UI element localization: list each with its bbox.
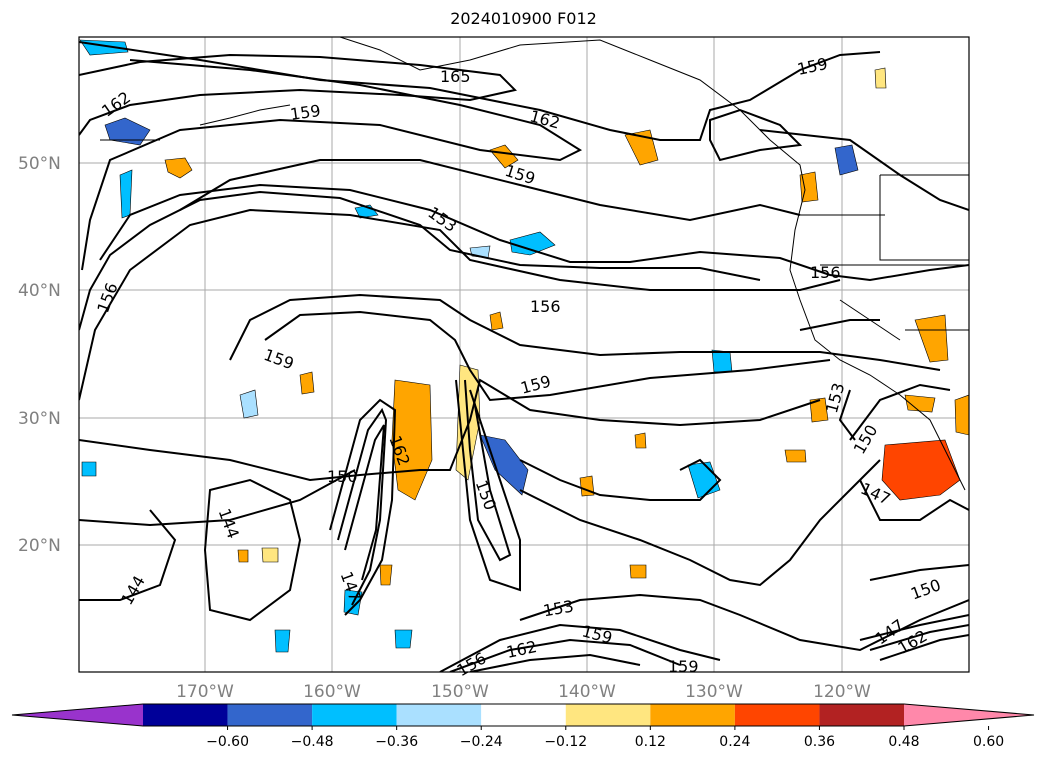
lat-label: 50°N — [18, 154, 61, 174]
colorbar-tick-label: 0.24 — [719, 734, 750, 750]
blob-orange — [261, 547, 279, 563]
blob-orange — [489, 144, 519, 169]
blob-blue — [119, 169, 133, 219]
contour-label: 156 — [530, 297, 561, 316]
colorbar-tick-label: 0.12 — [635, 734, 666, 750]
colorbar-tick-label: −0.12 — [544, 734, 587, 750]
blob-orange — [634, 432, 647, 449]
lon-label: 150°W — [431, 682, 489, 702]
blob-blue — [711, 349, 733, 373]
blob-blue — [834, 144, 859, 176]
lon-label: 130°W — [685, 682, 743, 702]
colorbar-swatch — [227, 704, 313, 726]
blob-orange — [904, 394, 936, 413]
colorbar-tick-label: −0.24 — [460, 734, 503, 750]
colorbar-swatch — [565, 704, 651, 726]
colorbar-tick-label: −0.48 — [291, 734, 334, 750]
lon-label: 160°W — [303, 682, 361, 702]
colorbar-tick-label: −0.36 — [375, 734, 418, 750]
lat-label: 40°N — [18, 281, 61, 301]
blob-orange — [914, 314, 949, 363]
blob-blue — [479, 434, 529, 496]
colorbar-tick-label: −0.60 — [206, 734, 249, 750]
lon-label: 170°W — [176, 682, 234, 702]
colorbar-tick-label: 0.48 — [888, 734, 919, 750]
lat-label: 30°N — [18, 409, 61, 429]
colorbar-extend-low — [12, 704, 143, 726]
colorbar-swatch — [734, 704, 820, 726]
blob-orange — [629, 564, 647, 579]
lon-labels: 170°W 160°W 150°W 140°W 130°W 120°W — [176, 682, 871, 702]
blob-orange — [237, 549, 249, 563]
contours — [79, 41, 969, 672]
blob-orange — [299, 371, 315, 395]
blob-orange — [881, 439, 961, 501]
blob-orange — [489, 311, 504, 331]
blob-orange — [379, 564, 393, 586]
blob-orange — [809, 397, 829, 423]
blob-blue — [509, 231, 556, 256]
colorbar: −0.60 −0.48 −0.36 −0.24 −0.12 0.12 0.24 0.36 0.4… — [11, 703, 1035, 750]
blob-orange — [799, 171, 819, 203]
contour-label: 150 — [327, 467, 358, 486]
contour-label: 159 — [289, 101, 322, 124]
gridlines — [79, 37, 969, 672]
blob-orange — [874, 67, 887, 89]
blob-orange — [954, 394, 969, 436]
colorbar-swatch — [819, 704, 904, 726]
colorbar-swatch — [396, 704, 482, 726]
blob-blue — [239, 389, 259, 419]
lat-labels: 50°N 40°N 30°N 20°N — [18, 154, 61, 556]
shaded-field — [79, 39, 969, 653]
coastlines — [100, 37, 969, 491]
colorbar-tick-label: 0.36 — [804, 734, 835, 750]
map-title: 2024010900 F012 — [450, 9, 597, 28]
blob-blue — [274, 629, 291, 653]
lon-label: 120°W — [813, 682, 871, 702]
map-frame — [78, 36, 970, 673]
contour-label: 156 — [810, 263, 841, 282]
colorbar-outline — [11, 703, 1035, 727]
contour-label: 165 — [440, 67, 471, 86]
blob-blue — [81, 461, 97, 477]
colorbar-swatch — [312, 704, 397, 726]
contour-label: 159 — [668, 657, 699, 676]
lon-label: 140°W — [558, 682, 616, 702]
map-plot-area — [79, 37, 969, 672]
colorbar-swatch — [143, 704, 228, 726]
colorbar-swatch — [650, 704, 735, 726]
colorbar-swatch — [481, 704, 566, 726]
blob-blue — [104, 117, 151, 146]
lat-label: 20°N — [18, 536, 61, 556]
colorbar-tick-label: 0.60 — [973, 734, 1004, 750]
blob-orange — [164, 157, 193, 179]
colorbar-extend-high — [904, 704, 1034, 726]
blob-orange — [784, 449, 807, 463]
blob-blue — [394, 629, 413, 649]
